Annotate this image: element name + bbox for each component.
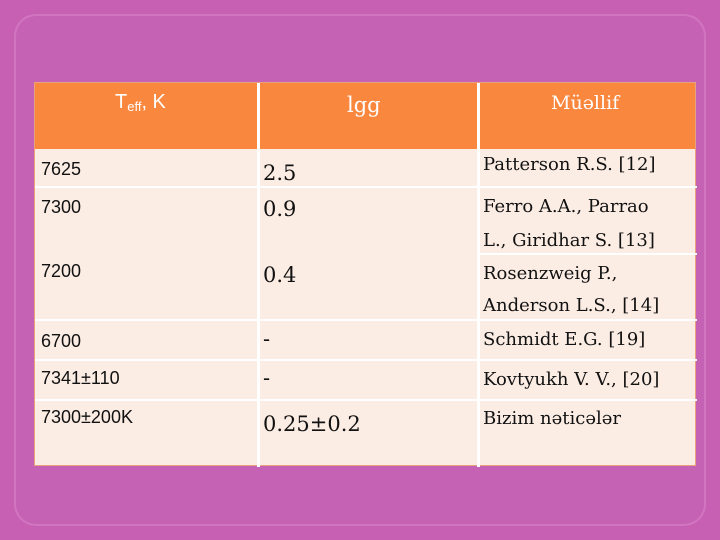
lgg-cell: - [263,366,271,390]
author-cell: Kovtyukh V. V., [20] [483,369,660,390]
header-lgg-label: lgg [347,93,381,117]
row-divider [477,253,697,255]
author-cell: Bizim nəticələr [483,408,621,429]
column-divider [477,83,480,467]
author-cell: Rosenzweig P., [483,263,618,284]
teff-cell: 7300 [41,197,82,217]
author-cell: L., Giridhar S. [13] [483,230,655,251]
teff-cell: 7341±110 [41,368,120,388]
header-teff: Teff, K [35,83,257,149]
author-cell: Ferro A.A., Parrao [483,196,649,217]
teff-cell: 7300±200K [41,407,133,427]
row-divider [35,359,697,361]
lgg-cell: 0.9 [263,197,297,221]
teff-cell: 7625 [41,159,82,179]
author-cell: Anderson L.S., [14] [483,295,660,316]
lgg-cell: 0.25±0.2 [263,412,361,436]
row-divider [35,399,697,401]
author-cell: Patterson R.S. [12] [483,154,656,175]
column-divider [257,83,260,467]
teff-cell: 7200 [41,261,82,281]
lgg-cell: 0.4 [263,263,297,287]
lgg-cell: - [263,327,271,351]
header-teff-label: Teff, K [115,91,166,114]
data-table: Teff, K lgg Müəllif 7625 7300 7200 6700 … [34,82,697,467]
teff-cell: 6700 [41,331,82,351]
lgg-cell: 2.5 [263,161,297,185]
header-author-label: Müəllif [551,92,620,114]
author-cell: Schmidt E.G. [19] [483,329,646,350]
row-divider [35,319,697,321]
header-lgg: lgg [260,83,477,149]
row-divider [35,186,697,188]
header-author: Müəllif [480,83,695,149]
